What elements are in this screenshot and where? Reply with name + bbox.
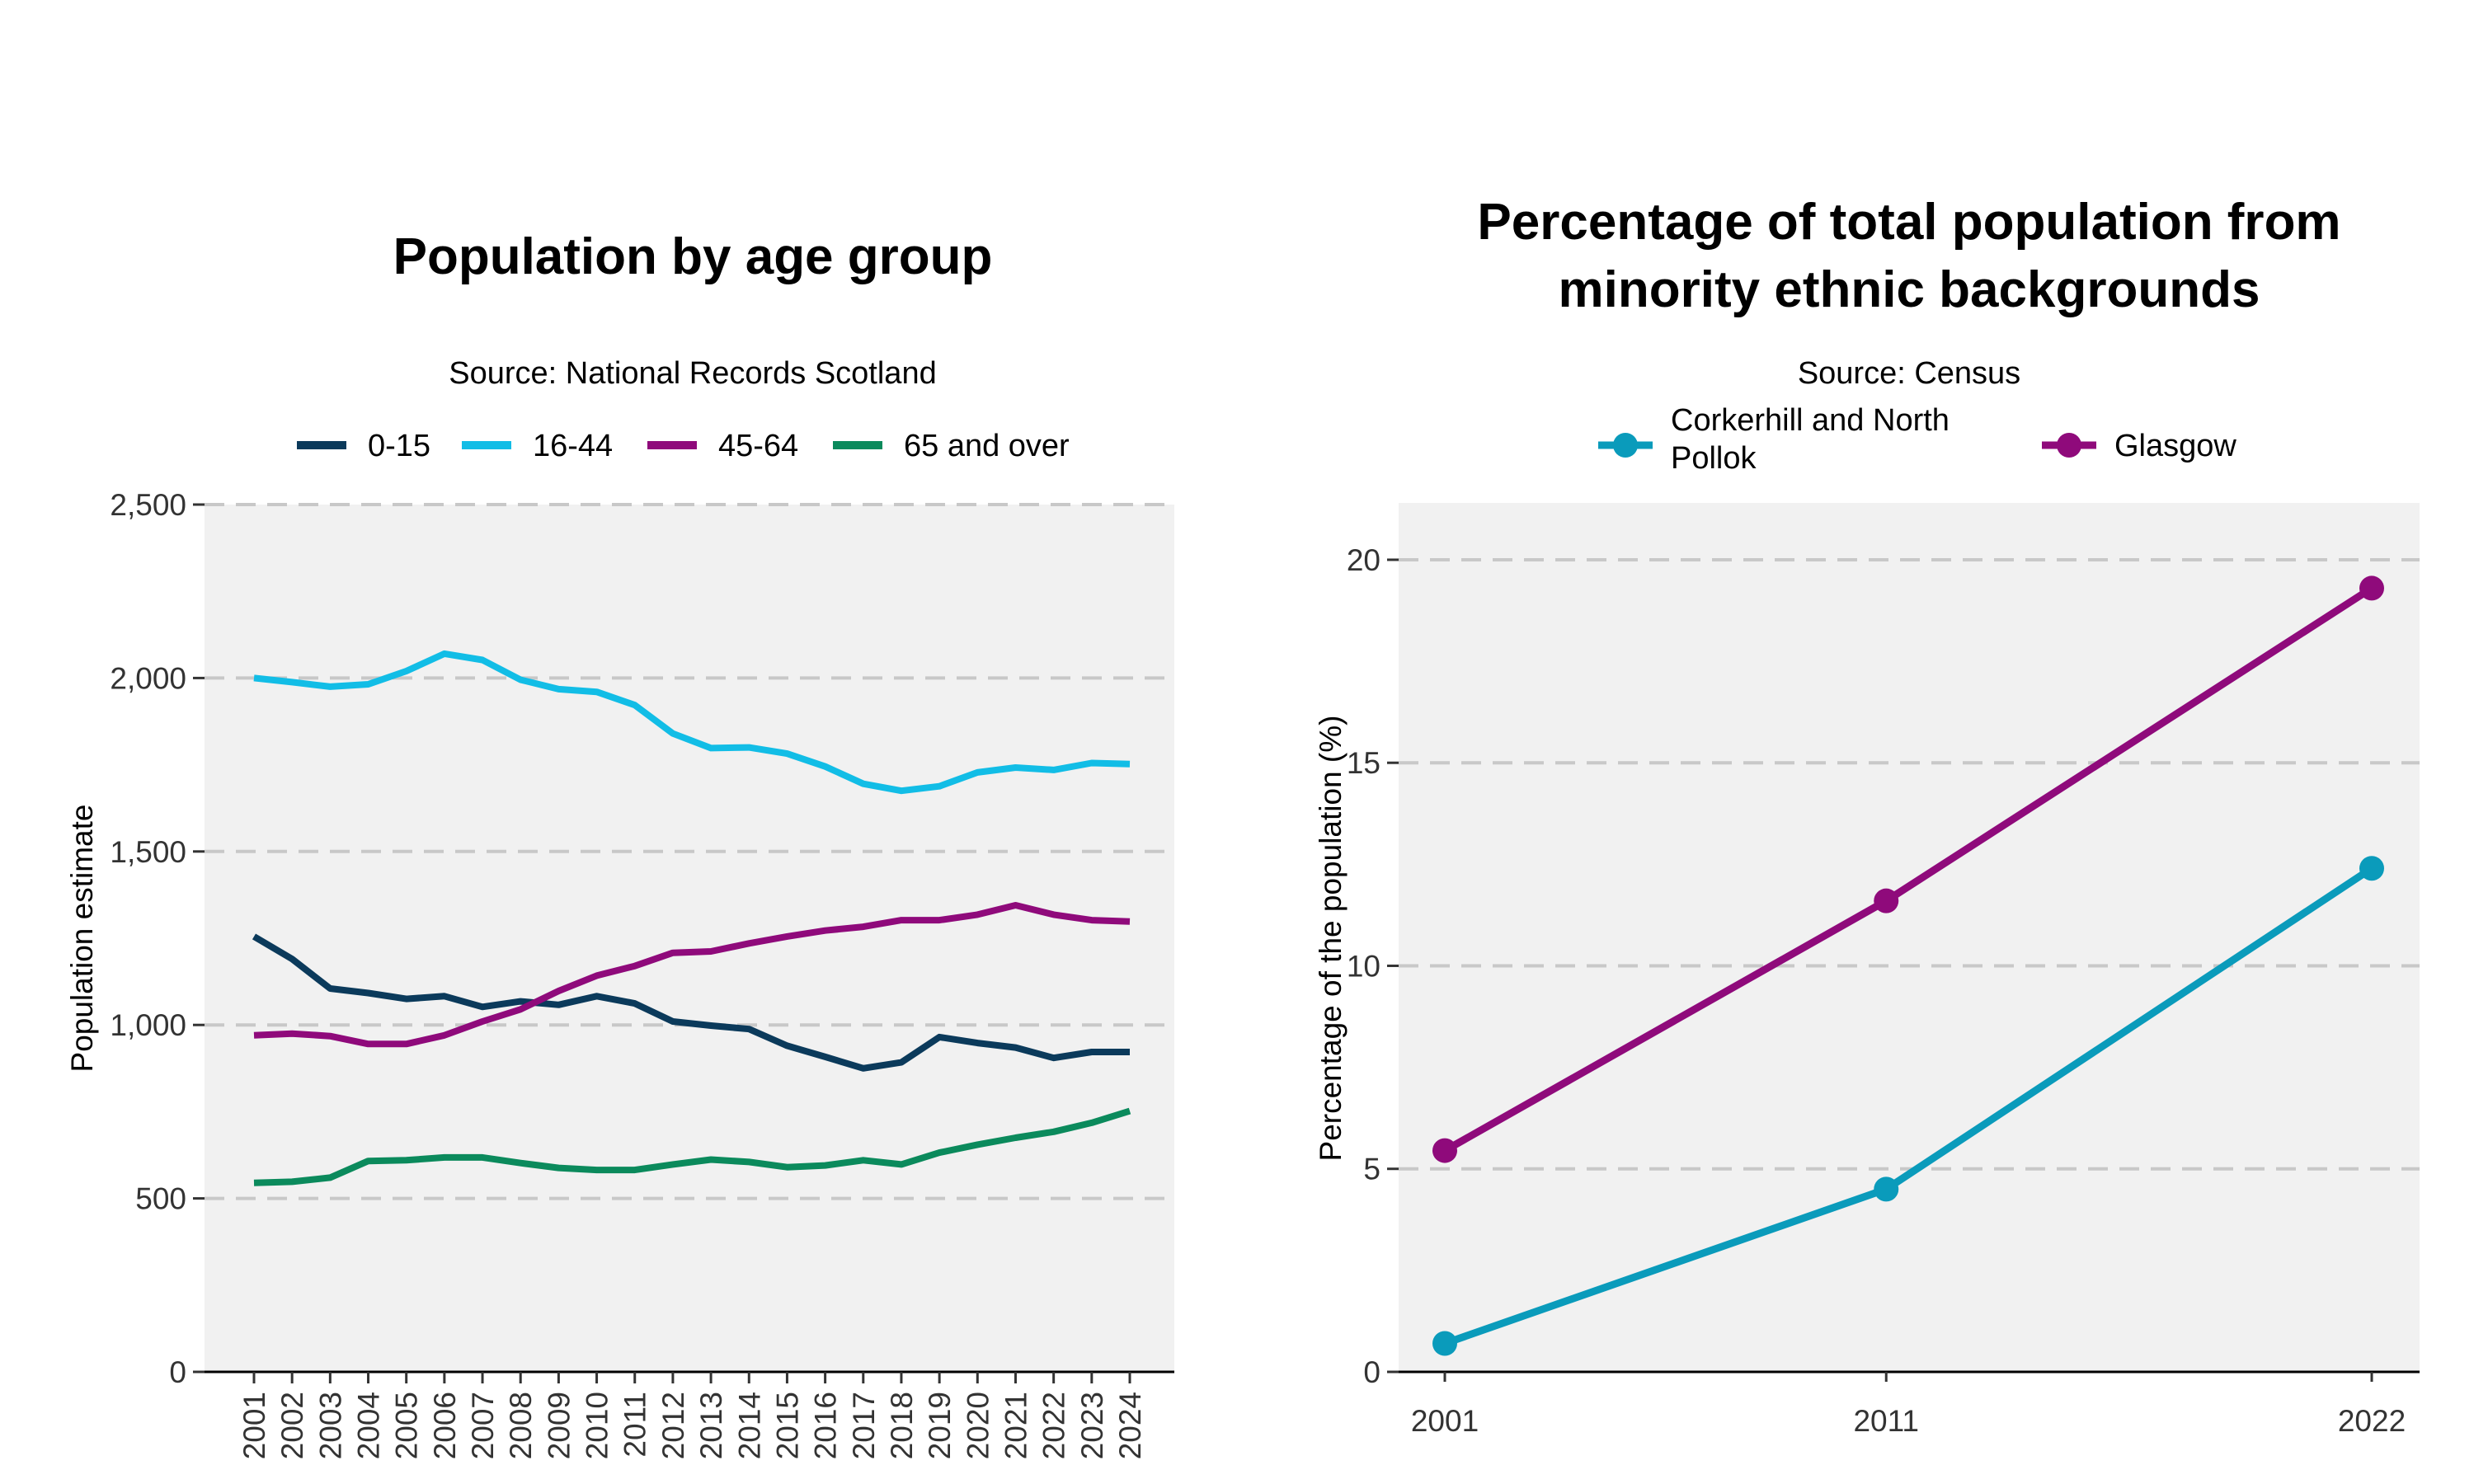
legend: 0-15 16-44 45-64 65 and over — [297, 429, 1070, 463]
x-tick-label: 2011 — [1853, 1404, 1919, 1438]
series-line-65-and-over — [253, 1107, 1131, 1186]
y-tick-label: 2,000 — [110, 661, 186, 695]
y-tick-label: 2,500 — [110, 488, 186, 522]
x-tick-label: 2022 — [1037, 1392, 1071, 1459]
x-tick-label: 2013 — [694, 1392, 728, 1459]
legend-label: 65 and over — [904, 429, 1070, 463]
x-tick-label: 2001 — [238, 1392, 271, 1459]
series-line-45-64 — [253, 902, 1131, 1048]
data-point-glasgow — [2359, 575, 2384, 601]
x-axis: 2001 2011 2022 — [1399, 1370, 2420, 1438]
chart-subtitle: Source: National Records Scotland — [449, 356, 936, 391]
plot-panel — [205, 505, 1174, 1372]
x-tick-label: 2022 — [2338, 1404, 2406, 1438]
y-tick-label: 10 — [1347, 949, 1380, 983]
x-tick-label: 2001 — [1411, 1404, 1479, 1438]
x-tick-label: 2023 — [1075, 1392, 1109, 1459]
y-axis-title: Percentage of the population (%) — [1314, 716, 1348, 1162]
data-point-glasgow — [1432, 1138, 1457, 1163]
legend-marker — [1613, 433, 1638, 458]
x-tick-label: 2011 — [618, 1392, 652, 1458]
legend-label: 0-15 — [368, 429, 430, 463]
y-tick-label: 0 — [1363, 1355, 1380, 1389]
x-tick-label: 2005 — [390, 1392, 424, 1459]
plot-panel — [1399, 503, 2420, 1372]
gridlines — [1399, 557, 2420, 1171]
data-point-corkerhill-and-north-pollok — [1432, 1331, 1457, 1356]
series-line-0-15 — [252, 933, 1130, 1072]
y-tick-label: 15 — [1347, 746, 1380, 780]
x-tick-label: 2007 — [466, 1392, 500, 1459]
y-axis: 0 5 10 15 20 — [1347, 543, 1399, 1389]
x-tick-label: 2016 — [809, 1392, 843, 1459]
x-tick-label: 2021 — [999, 1392, 1032, 1459]
x-tick-label: 2010 — [581, 1392, 614, 1459]
population-age-chart: Population by age group Source: National… — [65, 228, 1174, 1459]
chart-title-line-2: minority ethnic backgrounds — [1559, 261, 2260, 318]
y-axis-title: Population estimate — [65, 805, 99, 1073]
x-tick-label: 2014 — [732, 1392, 766, 1459]
legend-label: Pollok — [1671, 441, 1757, 476]
x-tick-label: 2002 — [275, 1392, 309, 1459]
y-tick-label: 1,500 — [110, 835, 186, 869]
x-axis: 2001 2002 2003 2004 2005 2006 2007 2008 2009 2010… — [205, 1370, 1174, 1459]
x-tick-label: 2008 — [504, 1392, 538, 1459]
minority-ethnic-chart: Percentage of total population from mino… — [1314, 194, 2420, 1438]
x-tick-label: 2009 — [542, 1392, 576, 1459]
x-tick-label: 2020 — [961, 1392, 995, 1459]
data-point-corkerhill-and-north-pollok — [1874, 1176, 1899, 1202]
x-tick-label: 2019 — [923, 1392, 957, 1459]
data-point-corkerhill-and-north-pollok — [2359, 856, 2384, 881]
x-tick-label: 2018 — [885, 1392, 919, 1459]
x-tick-label: 2017 — [847, 1392, 881, 1459]
legend-label: Corkerhill and North — [1671, 403, 1950, 438]
series-lines — [252, 650, 1131, 1186]
y-tick-label: 0 — [169, 1355, 186, 1389]
x-tick-label: 2024 — [1113, 1392, 1147, 1459]
y-tick-label: 20 — [1347, 543, 1380, 577]
chart-title: Percentage of total population from — [1477, 194, 2340, 251]
legend-label: 16-44 — [533, 429, 613, 463]
chart-title: Population by age group — [393, 228, 993, 285]
x-tick-label: 2015 — [770, 1392, 804, 1459]
data-point-glasgow — [1874, 888, 1899, 913]
y-axis: 0 500 1,000 1,500 2,000 2,500 — [110, 488, 205, 1389]
chart-subtitle: Source: Census — [1798, 356, 2020, 391]
y-tick-label: 5 — [1363, 1153, 1380, 1186]
x-tick-label: 2003 — [313, 1392, 347, 1459]
x-tick-label: 2004 — [352, 1392, 386, 1459]
legend-label: Glasgow — [2114, 429, 2236, 463]
x-tick-label: 2012 — [656, 1392, 690, 1459]
legend-label: 45-64 — [718, 429, 798, 463]
series-line-16-44 — [253, 650, 1131, 795]
legend-marker — [2057, 433, 2081, 458]
y-tick-label: 1,000 — [110, 1008, 186, 1042]
y-tick-label: 500 — [135, 1182, 186, 1216]
series-lines — [1432, 575, 2384, 1356]
x-tick-label: 2006 — [428, 1392, 462, 1459]
